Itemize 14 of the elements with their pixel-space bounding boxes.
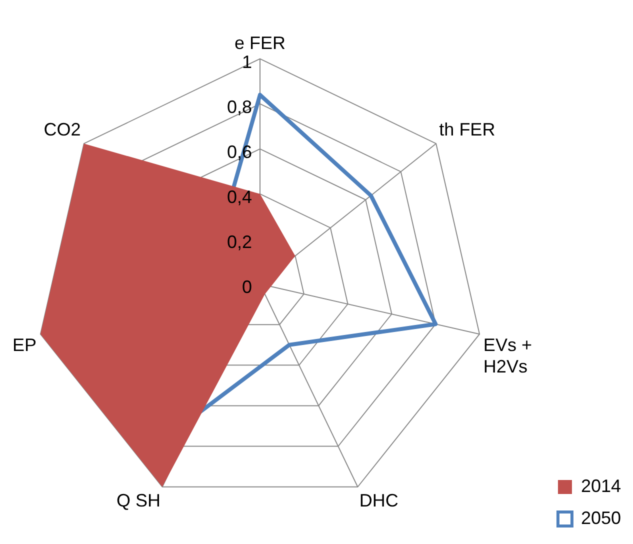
legend-label: 2050	[580, 508, 622, 528]
spoke-label: DHC	[359, 490, 398, 510]
y-tick-label: 0,4	[226, 186, 252, 207]
y-tick-label: 0,2	[226, 232, 252, 252]
spoke-label: EVs + H2Vs	[483, 334, 532, 376]
spoke-label: e FER	[234, 32, 286, 53]
y-tick-label: 0,8	[226, 96, 252, 117]
spoke-label: EP	[12, 334, 37, 355]
spoke-label: Q SH	[116, 490, 161, 510]
y-tick-label: 1	[242, 52, 252, 72]
spoke-label: CO2	[44, 119, 81, 140]
spoke-label: th FER	[439, 119, 496, 140]
legend-label: 2014	[580, 476, 622, 496]
y-tick-label: 0	[242, 276, 252, 297]
